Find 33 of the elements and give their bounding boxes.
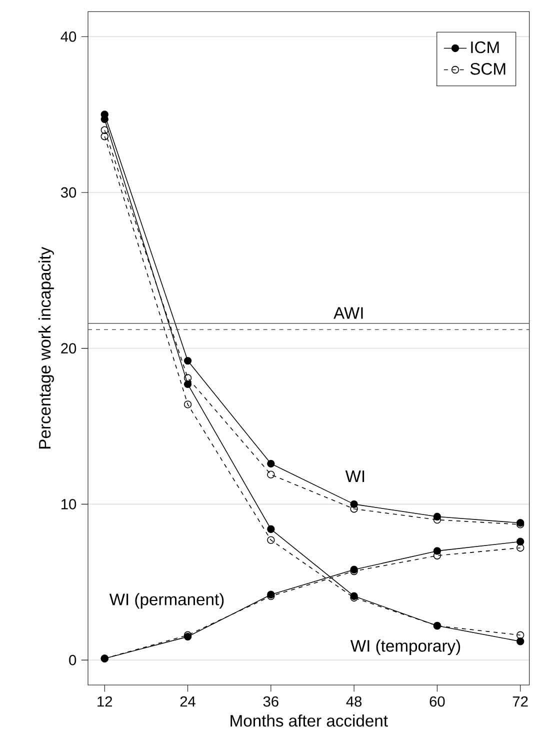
y-tick-label: 10: [62, 499, 76, 510]
ref-line-label: AWI: [334, 307, 363, 319]
point: [267, 525, 275, 533]
legend-label: SCM: [470, 62, 506, 75]
point: [184, 356, 192, 365]
x-tick-label: 48: [346, 696, 362, 707]
y-axis-title: Percentage work incapacity: [38, 246, 54, 448]
point: [100, 132, 108, 140]
point: [516, 631, 524, 639]
x-tick-label: 12: [98, 696, 112, 707]
annotation: WI: [345, 470, 364, 482]
point: [516, 538, 524, 546]
y-tick-label: 40: [60, 31, 76, 42]
point: [516, 544, 524, 552]
annotation: WI (temporary): [350, 640, 460, 656]
point: [267, 470, 275, 478]
point: [184, 380, 192, 388]
point: [267, 536, 275, 544]
x-tick-label: 60: [430, 696, 445, 707]
y-tick-label: 30: [60, 187, 76, 198]
x-tick-label: 24: [180, 696, 196, 707]
point: [516, 638, 524, 646]
point: [184, 374, 192, 382]
x-tick-label: 36: [263, 696, 278, 707]
point: [267, 460, 275, 468]
point: [100, 126, 108, 134]
x-axis-title: Months after accident: [230, 714, 388, 727]
annotation: WI (permanent): [109, 593, 224, 609]
y-tick-label: 0: [69, 654, 76, 666]
point: [184, 400, 192, 408]
x-tick-label: 72: [512, 696, 528, 707]
y-tick-label: 20: [61, 343, 76, 354]
legend-label: ICM: [471, 41, 499, 54]
